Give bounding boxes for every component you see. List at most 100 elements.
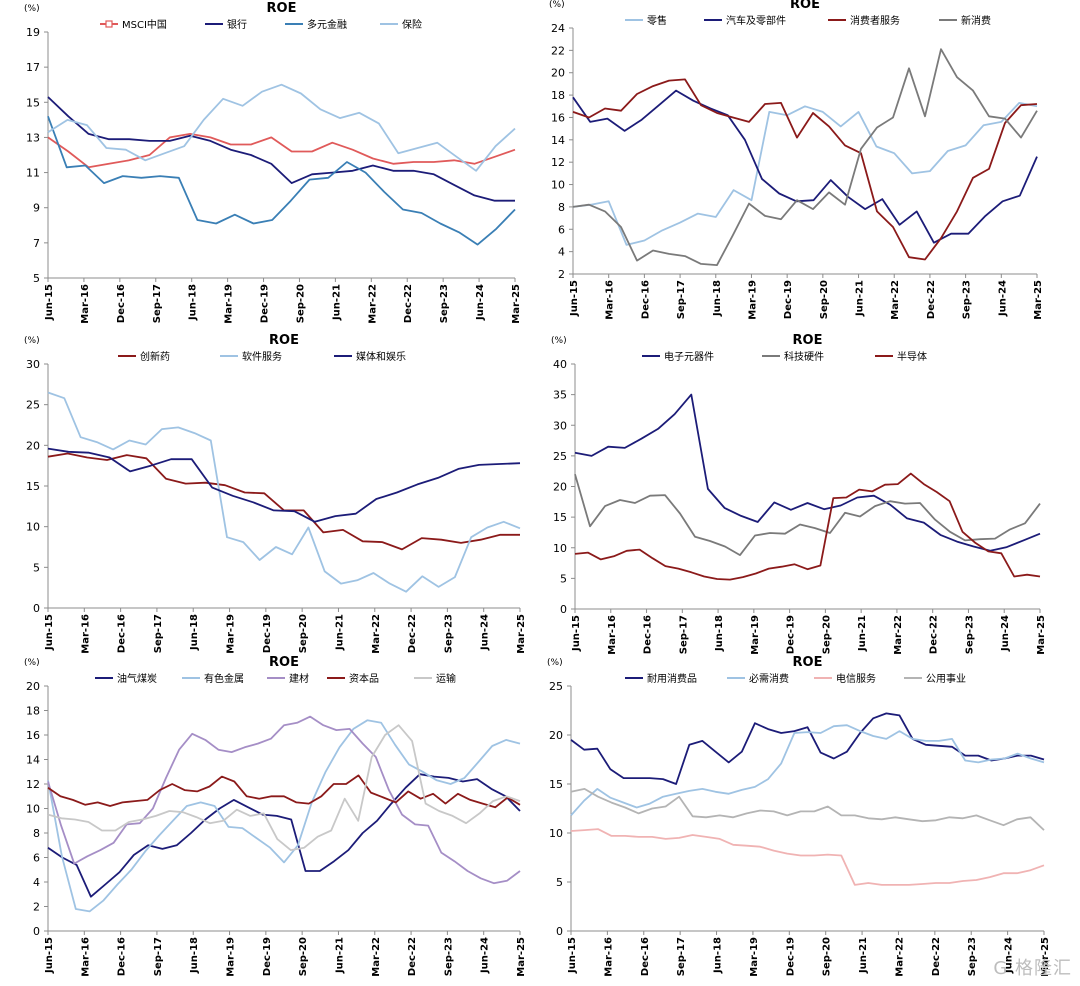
x-tick-label: Sep-23 [962, 280, 973, 319]
x-tick-label: Jun-21 [857, 615, 868, 652]
x-tick-label: Jun-18 [712, 280, 723, 317]
x-tick-label: Dec-19 [260, 284, 271, 323]
y-tick-label: 16 [551, 111, 565, 124]
x-tick-label: Dec-19 [783, 280, 794, 319]
legend-label: 媒体和娱乐 [356, 350, 406, 363]
legend-label: 建材 [289, 672, 309, 685]
x-tick-label: Mar-19 [749, 937, 760, 977]
x-tick-label: Jun-24 [480, 937, 491, 974]
legend-label: 有色金属 [204, 672, 244, 685]
y-tick-label: 12 [26, 778, 40, 791]
series-line-4 [570, 788, 1045, 831]
y-tick-label: 0 [33, 925, 40, 938]
chart-title: ROE [269, 333, 299, 348]
legend-label: 新消费 [961, 14, 991, 27]
x-tick-label: Jun-24 [997, 280, 1008, 317]
series-line-1 [47, 132, 516, 169]
chart-panel-1: ROE (%) 5 7 9 11 13 15 17 19 Jun-15 Mar-16 Dec-16 Sep… [24, 1, 522, 324]
x-tick-label: Mar-16 [605, 280, 616, 320]
legend-label: 保险 [402, 18, 422, 31]
y-tick-label: 5 [556, 876, 563, 889]
y-tick-label: 5 [560, 572, 567, 585]
x-tick-label: Jun-21 [858, 937, 869, 974]
series-line-2 [47, 719, 521, 913]
x-tick-label: Sep-20 [821, 615, 832, 654]
series-line-2 [47, 96, 515, 202]
legend-marker [105, 20, 113, 28]
series-line-4 [47, 83, 516, 172]
y-tick-label: 6 [33, 852, 40, 865]
legend-label: 软件服务 [242, 350, 282, 363]
y-tick-label: 15 [26, 96, 40, 109]
x-tick-label: Sep-17 [153, 614, 164, 653]
legend-label: 运输 [436, 672, 456, 685]
y-tick-label: 10 [551, 179, 565, 192]
y-tick-label: 12 [551, 156, 565, 169]
series-line-1 [47, 773, 521, 898]
x-tick-label: Jun-15 [569, 280, 580, 317]
chart-title: ROE [793, 333, 823, 348]
x-tick-label: Sep-17 [152, 284, 163, 323]
y-tick-label: 20 [26, 439, 40, 452]
y-tick-label: 20 [26, 680, 40, 693]
y-tick-label: 16 [26, 729, 40, 742]
x-tick-label: Dec-22 [926, 280, 937, 319]
x-tick-label: Mar-19 [750, 615, 761, 655]
x-tick-label: Sep-17 [676, 280, 687, 319]
legend-label: 公用事业 [926, 672, 966, 685]
y-tick-label: 20 [549, 729, 563, 742]
legend-label: 资本品 [349, 672, 379, 685]
series-line-4 [572, 48, 1038, 267]
y-unit-label: (%) [549, 0, 565, 10]
series-line-2 [572, 89, 1038, 244]
y-tick-label: 15 [549, 778, 563, 791]
x-tick-label: Jun-15 [44, 284, 55, 321]
x-tick-label: Dec-22 [403, 284, 414, 323]
y-unit-label: (%) [547, 658, 563, 668]
x-tick-label: Dec-16 [643, 615, 654, 654]
y-tick-label: 5 [33, 561, 40, 574]
legend-label: 多元金融 [307, 18, 347, 31]
y-tick-label: 15 [553, 511, 567, 524]
x-tick-label: Jun-18 [189, 937, 200, 974]
x-tick-label: Mar-16 [80, 614, 91, 654]
x-tick-label: Sep-20 [298, 937, 309, 976]
x-tick-label: Mar-25 [516, 937, 527, 977]
y-tick-label: 6 [558, 223, 565, 236]
y-tick-label: 25 [26, 399, 40, 412]
legend-label: 零售 [647, 14, 667, 27]
x-tick-label: Mar-22 [890, 280, 901, 320]
x-tick-label: Jun-18 [714, 615, 725, 652]
series-line-5 [47, 724, 521, 851]
chart-title: ROE [790, 0, 820, 12]
y-tick-label: 20 [553, 481, 567, 494]
x-tick-label: Jun-18 [188, 284, 199, 321]
x-tick-label: Sep-23 [967, 937, 978, 976]
y-tick-label: 10 [549, 827, 563, 840]
y-tick-label: 10 [26, 803, 40, 816]
x-tick-label: Jun-15 [571, 615, 582, 652]
legend-label: 电信服务 [836, 672, 876, 685]
chart-panel-4: ROE (%) 0 5 10 15 20 25 30 35 40 Jun-15 Mar-16 Dec-16… [551, 333, 1047, 655]
x-tick-label: Mar-19 [747, 280, 758, 320]
y-tick-label: 18 [551, 89, 565, 102]
y-tick-label: 10 [26, 521, 40, 534]
x-tick-label: Dec-19 [786, 615, 797, 654]
x-tick-label: Jun-21 [334, 937, 345, 974]
x-tick-label: Jun-15 [44, 937, 55, 974]
x-tick-label: Jun-18 [713, 937, 724, 974]
y-tick-label: 35 [553, 389, 567, 402]
x-tick-label: Dec-19 [262, 937, 273, 976]
x-tick-label: Dec-19 [785, 937, 796, 976]
x-tick-label: Sep-20 [295, 284, 306, 323]
y-tick-label: 25 [553, 450, 567, 463]
x-tick-label: Sep-20 [819, 280, 830, 319]
y-tick-label: 2 [33, 901, 40, 914]
y-tick-label: 30 [553, 419, 567, 432]
x-tick-label: Dec-22 [929, 615, 940, 654]
x-tick-label: Sep-17 [676, 937, 687, 976]
x-tick-label: Jun-24 [1004, 937, 1015, 974]
legend-label: 电子元器件 [664, 350, 714, 363]
x-tick-label: Jun-24 [480, 614, 491, 651]
